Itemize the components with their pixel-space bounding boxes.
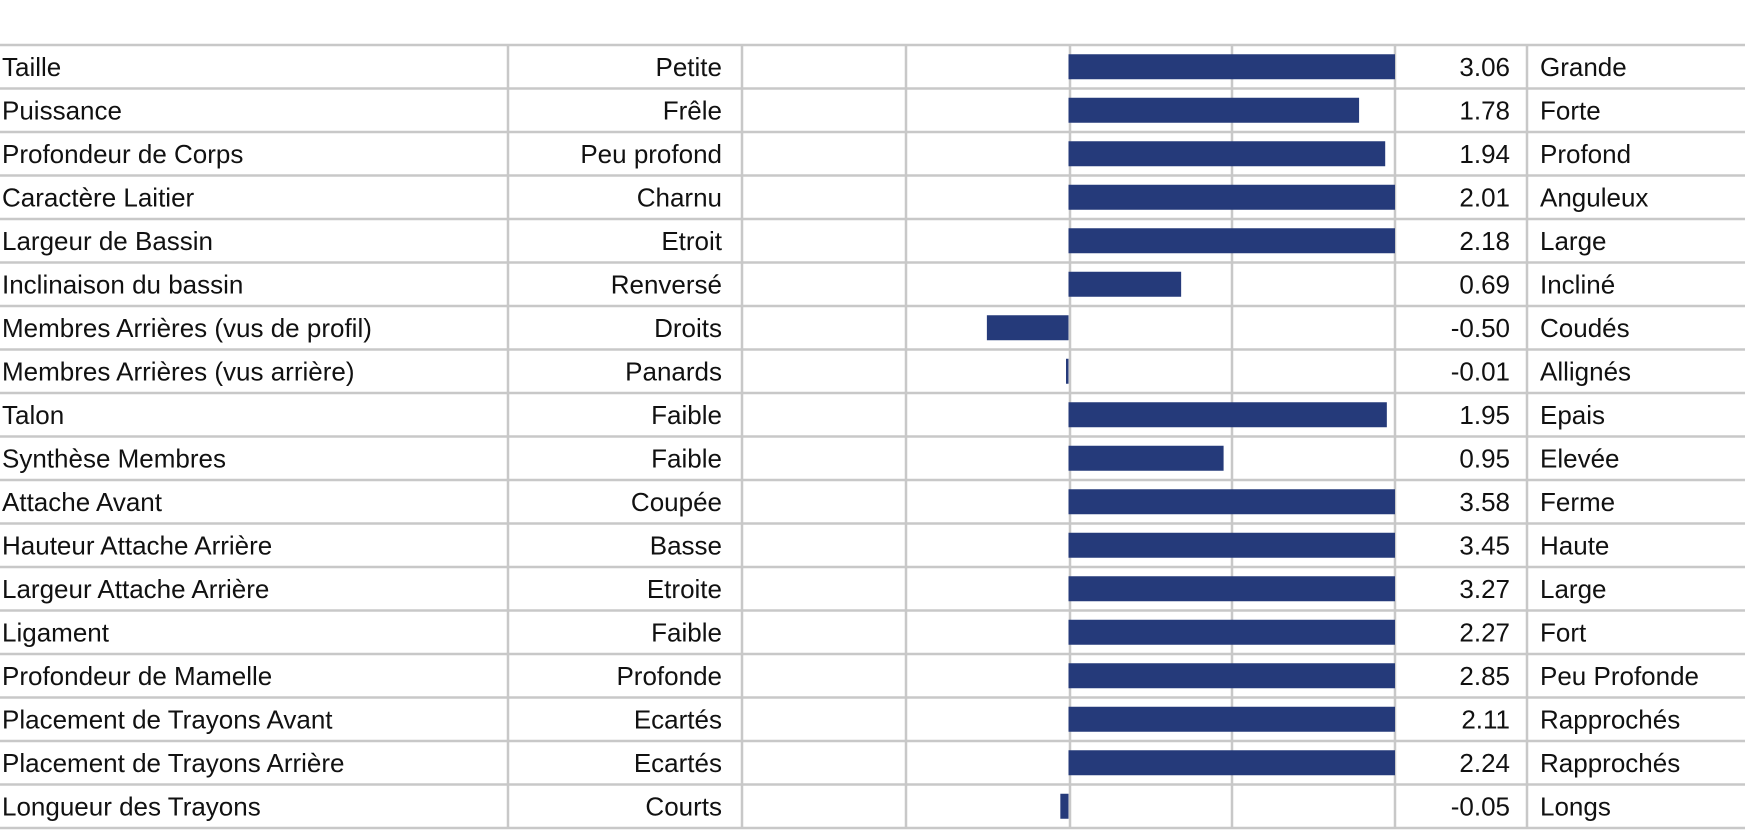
value-bar — [1068, 576, 1395, 602]
value-bar — [1068, 532, 1395, 558]
low-descriptor: Coupée — [631, 487, 722, 517]
trait-label: Puissance — [2, 95, 122, 125]
high-descriptor: Peu Profonde — [1540, 661, 1699, 691]
low-descriptor: Etroite — [647, 574, 722, 604]
low-descriptor: Charnu — [637, 182, 722, 212]
value-label: 2.01 — [1459, 182, 1510, 212]
low-descriptor: Frêle — [663, 95, 722, 125]
low-descriptor: Profonde — [616, 661, 722, 691]
high-descriptor: Large — [1540, 574, 1607, 604]
trait-label: Placement de Trayons Avant — [2, 704, 333, 734]
value-label: -0.05 — [1451, 791, 1510, 821]
trait-label: Taille — [2, 52, 61, 82]
value-label: 3.06 — [1459, 52, 1510, 82]
value-label: 3.27 — [1459, 574, 1510, 604]
value-label: -0.01 — [1451, 356, 1510, 386]
value-bar — [1068, 445, 1224, 471]
value-bar — [1068, 619, 1395, 645]
low-descriptor: Renversé — [611, 269, 722, 299]
value-bar — [1068, 663, 1395, 689]
high-descriptor: Anguleux — [1540, 182, 1648, 212]
high-descriptor: Incliné — [1540, 269, 1615, 299]
value-bar — [1068, 97, 1360, 123]
value-label: 1.94 — [1459, 139, 1510, 169]
trait-label: Inclinaison du bassin — [2, 269, 243, 299]
value-bar — [1068, 271, 1182, 297]
low-descriptor: Faible — [651, 443, 722, 473]
value-bar — [1068, 402, 1387, 428]
trait-label: Caractère Laitier — [2, 182, 195, 212]
value-bar — [1060, 793, 1069, 819]
value-bar — [986, 315, 1069, 341]
trait-label: Largeur Attache Arrière — [2, 574, 269, 604]
value-bar — [1066, 358, 1069, 384]
low-descriptor: Ecartés — [634, 704, 722, 734]
low-descriptor: Petite — [656, 52, 723, 82]
low-descriptor: Etroit — [661, 226, 722, 256]
value-label: 2.18 — [1459, 226, 1510, 256]
trait-label: Longueur des Trayons — [2, 791, 261, 821]
value-label: 0.69 — [1459, 269, 1510, 299]
value-label: 3.58 — [1459, 487, 1510, 517]
trait-label: Profondeur de Mamelle — [2, 661, 272, 691]
value-bar — [1068, 489, 1395, 515]
value-bar — [1068, 706, 1395, 732]
value-label: 3.45 — [1459, 530, 1510, 560]
trait-label: Talon — [2, 400, 64, 430]
high-descriptor: Rapprochés — [1540, 748, 1680, 778]
value-label: 2.24 — [1459, 748, 1510, 778]
value-label: 2.27 — [1459, 617, 1510, 647]
high-descriptor: Ferme — [1540, 487, 1615, 517]
low-descriptor: Droits — [654, 313, 722, 343]
high-descriptor: Longs — [1540, 791, 1611, 821]
trait-label: Placement de Trayons Arrière — [2, 748, 345, 778]
high-descriptor: Fort — [1540, 617, 1587, 647]
value-label: 2.85 — [1459, 661, 1510, 691]
low-descriptor: Ecartés — [634, 748, 722, 778]
trait-label: Largeur de Bassin — [2, 226, 213, 256]
value-label: 2.11 — [1461, 704, 1510, 734]
low-descriptor: Panards — [625, 356, 722, 386]
high-descriptor: Allignés — [1540, 356, 1631, 386]
value-bar — [1068, 184, 1395, 210]
high-descriptor: Haute — [1540, 530, 1609, 560]
value-bar — [1068, 750, 1395, 776]
high-descriptor: Profond — [1540, 139, 1631, 169]
high-descriptor: Elevée — [1540, 443, 1620, 473]
value-label: -0.50 — [1451, 313, 1510, 343]
trait-label: Synthèse Membres — [2, 443, 226, 473]
low-descriptor: Faible — [651, 400, 722, 430]
trait-label: Profondeur de Corps — [2, 139, 243, 169]
value-bar — [1068, 54, 1395, 80]
trait-label: Hauteur Attache Arrière — [2, 530, 272, 560]
high-descriptor: Forte — [1540, 95, 1601, 125]
value-label: 1.95 — [1459, 400, 1510, 430]
trait-label: Ligament — [2, 617, 110, 647]
trait-label: Membres Arrières (vus arrière) — [2, 356, 355, 386]
high-descriptor: Rapprochés — [1540, 704, 1680, 734]
trait-label: Membres Arrières (vus de profil) — [2, 313, 372, 343]
low-descriptor: Peu profond — [580, 139, 722, 169]
low-descriptor: Faible — [651, 617, 722, 647]
value-label: 0.95 — [1459, 443, 1510, 473]
low-descriptor: Basse — [650, 530, 722, 560]
high-descriptor: Large — [1540, 226, 1607, 256]
high-descriptor: Grande — [1540, 52, 1627, 82]
value-bar — [1068, 141, 1386, 167]
value-label: 1.78 — [1459, 95, 1510, 125]
trait-label: Attache Avant — [2, 487, 163, 517]
high-descriptor: Coudés — [1540, 313, 1630, 343]
low-descriptor: Courts — [645, 791, 722, 821]
high-descriptor: Epais — [1540, 400, 1605, 430]
value-bar — [1068, 228, 1395, 254]
